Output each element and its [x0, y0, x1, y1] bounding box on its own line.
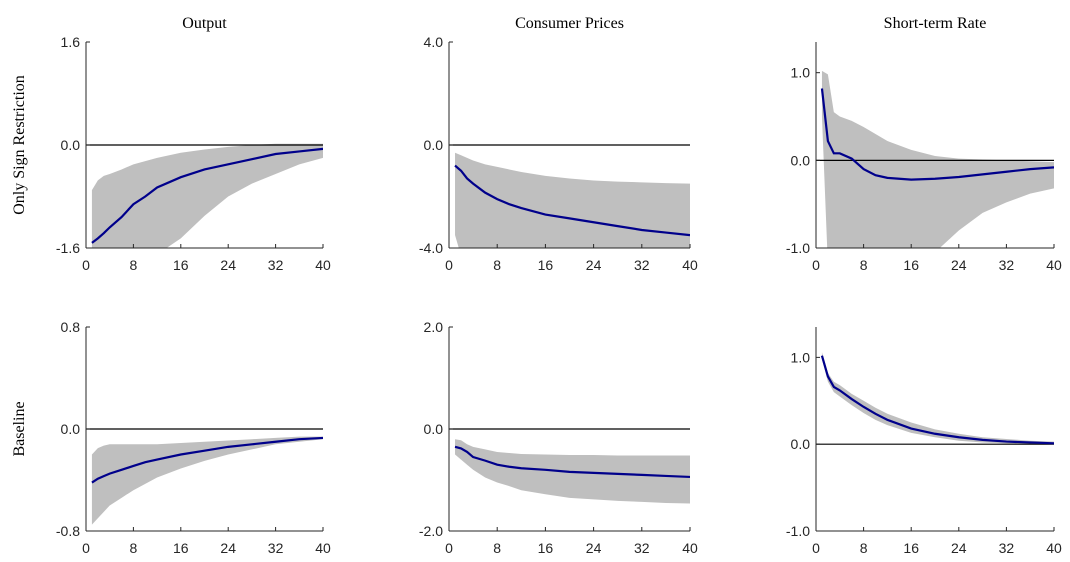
- x-tick-label: 0: [812, 540, 820, 556]
- y-tick-label: 0.0: [791, 436, 811, 452]
- panel: [816, 70, 1054, 248]
- x-tick-label: 40: [315, 540, 331, 556]
- y-tick-label: -4.0: [419, 240, 443, 256]
- x-tick-label: 16: [903, 540, 919, 556]
- x-tick-label: 40: [1046, 257, 1062, 273]
- x-tick-label: 0: [445, 540, 453, 556]
- x-tick-label: 32: [634, 257, 650, 273]
- confidence-band: [455, 152, 690, 248]
- y-tick-label: 0.0: [791, 152, 811, 168]
- y-tick-label: 0.0: [61, 137, 81, 153]
- x-tick-label: 24: [220, 540, 236, 556]
- y-tick-label: 1.0: [791, 349, 811, 365]
- y-tick-label: 1.6: [61, 34, 81, 50]
- y-tick-label: 0.0: [61, 421, 81, 437]
- x-tick-label: 0: [445, 257, 453, 273]
- x-tick-label: 16: [903, 257, 919, 273]
- x-tick-label: 8: [130, 540, 138, 556]
- y-tick-label: -1.6: [56, 240, 80, 256]
- confidence-band: [821, 352, 1054, 445]
- x-tick-label: 8: [860, 540, 868, 556]
- x-tick-label: 8: [130, 257, 138, 273]
- x-tick-label: 24: [951, 257, 967, 273]
- x-tick-label: 16: [538, 540, 554, 556]
- panel-title: Output: [182, 15, 227, 32]
- panel-title: Consumer Prices: [515, 15, 624, 32]
- panel-title: Short-term Rate: [884, 15, 987, 32]
- x-tick-label: 32: [268, 257, 284, 273]
- x-tick-label: 40: [682, 540, 698, 556]
- x-tick-label: 32: [999, 540, 1015, 556]
- x-tick-label: 8: [493, 540, 501, 556]
- y-tick-label: -1.0: [786, 240, 810, 256]
- x-tick-label: 24: [951, 540, 967, 556]
- median-line: [820, 355, 1054, 445]
- x-tick-label: 16: [538, 257, 554, 273]
- x-tick-label: 32: [634, 540, 650, 556]
- panel: [449, 428, 690, 504]
- x-tick-label: 0: [82, 257, 90, 273]
- confidence-band: [91, 143, 323, 248]
- x-tick-label: 16: [173, 257, 189, 273]
- y-tick-label: -0.8: [56, 523, 80, 539]
- y-tick-label: 1.0: [791, 65, 811, 81]
- x-tick-label: 8: [493, 257, 501, 273]
- x-tick-label: 24: [586, 257, 602, 273]
- x-tick-label: 40: [1046, 540, 1062, 556]
- median-line: [91, 147, 323, 244]
- y-tick-label: 4.0: [424, 34, 444, 50]
- median-line: [91, 436, 323, 484]
- x-tick-label: 24: [220, 257, 236, 273]
- x-tick-label: 0: [82, 540, 90, 556]
- panel: [816, 352, 1054, 445]
- x-tick-label: 40: [682, 257, 698, 273]
- confidence-band: [91, 436, 323, 525]
- confidence-band: [821, 70, 1054, 248]
- median-line: [454, 164, 690, 237]
- x-tick-label: 0: [812, 257, 820, 273]
- x-tick-label: 8: [860, 257, 868, 273]
- y-tick-label: 0.8: [61, 319, 81, 335]
- y-tick-label: 0.0: [424, 421, 444, 437]
- panel: [86, 428, 323, 525]
- x-tick-label: 16: [173, 540, 189, 556]
- panel: [449, 144, 690, 248]
- x-tick-label: 32: [999, 257, 1015, 273]
- x-tick-label: 32: [268, 540, 284, 556]
- y-tick-label: -2.0: [419, 523, 443, 539]
- row-label: Only Sign Restriction: [11, 75, 28, 215]
- x-tick-label: 40: [315, 257, 331, 273]
- panel: [86, 143, 323, 248]
- y-tick-label: -1.0: [786, 523, 810, 539]
- median-line: [454, 445, 690, 479]
- median-line: [820, 88, 1054, 181]
- y-tick-label: 0.0: [424, 137, 444, 153]
- row-label: Baseline: [11, 401, 28, 456]
- y-tick-label: 2.0: [424, 319, 444, 335]
- x-tick-label: 24: [586, 540, 602, 556]
